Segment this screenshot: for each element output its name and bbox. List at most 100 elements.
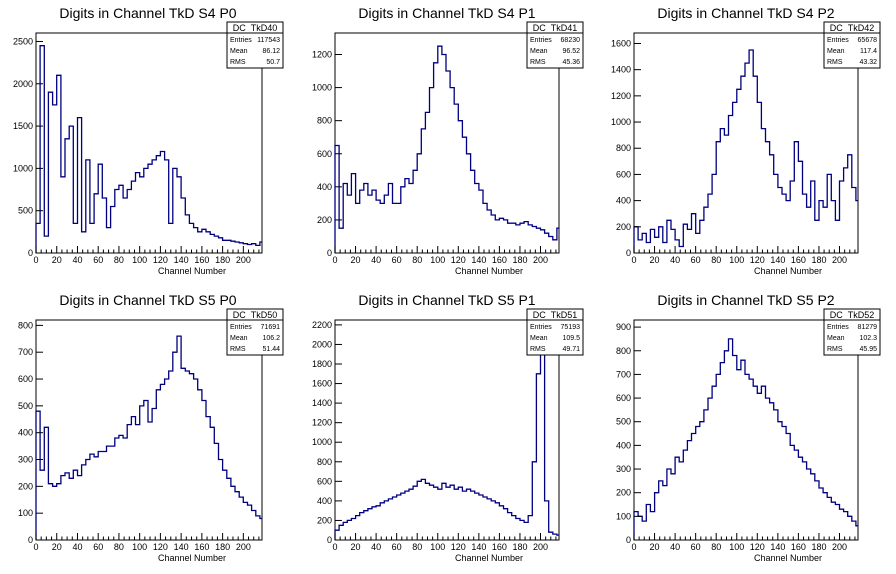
stats-name: DC_TkD51: [533, 310, 578, 320]
y-tick-label: 900: [616, 322, 631, 332]
y-tick-label: 400: [18, 428, 33, 438]
y-tick-label: 800: [18, 320, 33, 330]
x-tick-label: 120: [153, 255, 168, 265]
x-tick-label: 0: [631, 542, 636, 552]
x-tick-label: 20: [650, 542, 660, 552]
stats-box: DC_TkD40 Entries 117543 Mean 86.12 RMS 50.7: [226, 21, 284, 69]
y-tick-label: 1400: [611, 65, 631, 75]
x-tick-label: 100: [132, 542, 147, 552]
y-tick-label: 1000: [312, 437, 332, 447]
stats-rms-label: RMS: [530, 59, 546, 66]
stats-entries-value: 117543: [257, 37, 280, 44]
x-tick-label: 140: [770, 255, 785, 265]
plot-frame: [633, 319, 859, 541]
x-tick-label: 200: [236, 542, 251, 552]
x-tick-label: 60: [691, 542, 701, 552]
x-tick-label: 60: [691, 255, 701, 265]
y-tick-label: 1600: [611, 38, 631, 48]
y-tick-label: 100: [616, 511, 631, 521]
y-tick-label: 400: [317, 182, 332, 192]
x-axis-label: Channel Number: [158, 553, 226, 563]
x-tick-label: 40: [670, 255, 680, 265]
x-tick-label: 20: [52, 542, 62, 552]
x-tick-label: 20: [52, 255, 62, 265]
stats-rms-label: RMS: [827, 59, 843, 66]
y-tick-label: 0: [327, 248, 332, 258]
x-tick-label: 20: [351, 255, 361, 265]
y-tick-label: 600: [616, 169, 631, 179]
x-axis-label: Channel Number: [455, 266, 523, 276]
x-tick-label: 200: [832, 542, 847, 552]
y-tick-label: 700: [616, 369, 631, 379]
x-tick-label: 120: [153, 542, 168, 552]
x-tick-label: 100: [729, 542, 744, 552]
y-tick-label: 200: [317, 515, 332, 525]
y-tick-label: 2200: [312, 320, 332, 330]
y-tick-label: 600: [18, 374, 33, 384]
stats-mean-label: Mean: [827, 335, 845, 342]
x-tick-label: 0: [33, 255, 38, 265]
y-tick-label: 0: [626, 535, 631, 545]
y-tick-label: 2000: [312, 339, 332, 349]
y-tick-label: 600: [317, 476, 332, 486]
y-tick-label: 300: [616, 464, 631, 474]
x-tick-label: 60: [93, 542, 103, 552]
x-tick-label: 0: [332, 542, 337, 552]
stats-box: DC_TkD50 Entries 71691 Mean 106.2 RMS 51.44: [226, 308, 284, 356]
stats-mean-value: 106.2: [262, 335, 280, 342]
chart-title: Digits in Channel TkD S5 P1: [358, 292, 535, 308]
y-tick-label: 1200: [312, 418, 332, 428]
y-tick-label: 0: [626, 248, 631, 258]
stats-mean-value: 102.3: [859, 335, 877, 342]
y-tick-label: 1200: [312, 50, 332, 60]
y-tick-label: 800: [616, 346, 631, 356]
x-tick-label: 120: [750, 542, 765, 552]
stats-entries-label: Entries: [530, 324, 552, 331]
chart-title: Digits in Channel TkD S5 P0: [59, 292, 236, 308]
x-tick-label: 140: [174, 255, 189, 265]
stats-box-frame: [226, 21, 284, 69]
y-tick-label: 500: [616, 417, 631, 427]
histogram-line: [35, 45, 262, 253]
x-tick-label: 120: [750, 255, 765, 265]
x-axis-label: Channel Number: [754, 553, 822, 563]
stats-box-frame: [526, 308, 584, 356]
x-tick-label: 100: [430, 255, 445, 265]
x-tick-label: 160: [194, 255, 209, 265]
stats-mean-value: 117.4: [860, 48, 877, 55]
y-tick-label: 400: [616, 196, 631, 206]
x-tick-label: 160: [791, 255, 806, 265]
stats-box: DC_TkD52 Entries 81279 Mean 102.3 RMS 45.95: [823, 308, 881, 356]
x-tick-label: 100: [430, 542, 445, 552]
y-tick-label: 1000: [13, 163, 33, 173]
y-tick-label: 0: [28, 248, 33, 258]
stats-mean-value: 86.12: [262, 48, 280, 55]
x-axis-label: Channel Number: [158, 266, 226, 276]
stats-box: DC_TkD42 Entries 65678 Mean 117.4 RMS 43.32: [823, 21, 881, 69]
x-tick-label: 80: [114, 255, 124, 265]
x-tick-label: 200: [236, 255, 251, 265]
y-tick-label: 300: [18, 455, 33, 465]
stats-name: DC_TkD42: [830, 23, 875, 33]
stats-entries-value: 75193: [561, 324, 581, 331]
x-tick-label: 0: [33, 542, 38, 552]
y-tick-label: 1600: [312, 379, 332, 389]
x-tick-label: 160: [492, 542, 507, 552]
histogram-line: [334, 348, 559, 540]
histogram-line: [35, 335, 262, 540]
x-tick-label: 40: [371, 542, 381, 552]
x-tick-label: 40: [72, 542, 82, 552]
x-tick-label: 20: [650, 255, 660, 265]
stats-mean-label: Mean: [230, 335, 248, 342]
x-tick-label: 160: [194, 542, 209, 552]
x-axis-label: Channel Number: [754, 266, 822, 276]
y-tick-label: 400: [317, 496, 332, 506]
stats-rms-label: RMS: [827, 346, 843, 353]
chart-title: Digits in Channel TkD S4 P2: [657, 5, 834, 21]
x-tick-label: 120: [451, 255, 466, 265]
stats-rms-value: 43.32: [859, 59, 877, 66]
stats-entries-label: Entries: [230, 324, 252, 331]
y-tick-label: 1400: [312, 398, 332, 408]
stats-entries-value: 81279: [858, 324, 878, 331]
